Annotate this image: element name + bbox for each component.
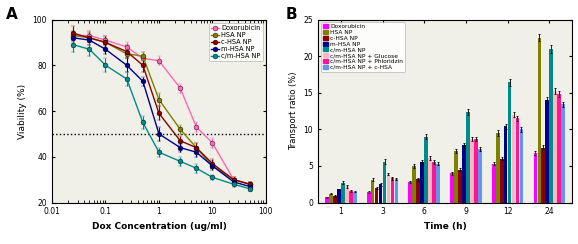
Y-axis label: Viability (%): Viability (%) bbox=[18, 83, 27, 139]
Bar bbox=[387, 174, 390, 203]
Bar bbox=[500, 159, 503, 203]
Bar bbox=[413, 166, 416, 203]
Bar bbox=[436, 164, 440, 203]
Bar bbox=[516, 118, 520, 203]
Bar bbox=[546, 100, 549, 203]
Bar bbox=[379, 184, 383, 203]
Bar bbox=[478, 149, 481, 203]
Bar bbox=[329, 194, 333, 203]
Bar bbox=[353, 192, 357, 203]
Bar bbox=[512, 115, 516, 203]
Bar bbox=[416, 179, 420, 203]
Bar bbox=[520, 129, 523, 203]
Bar bbox=[367, 192, 370, 203]
Text: B: B bbox=[286, 7, 298, 22]
Bar bbox=[542, 148, 545, 203]
Bar bbox=[466, 112, 470, 203]
Bar bbox=[391, 178, 394, 203]
Bar bbox=[395, 179, 398, 203]
Bar bbox=[420, 162, 424, 203]
Bar bbox=[454, 151, 458, 203]
Bar bbox=[492, 164, 495, 203]
Bar bbox=[375, 188, 379, 203]
Bar bbox=[409, 182, 412, 203]
Bar bbox=[458, 170, 462, 203]
Bar bbox=[337, 189, 340, 203]
X-axis label: Dox Concentration (ug/ml): Dox Concentration (ug/ml) bbox=[91, 222, 227, 231]
Bar bbox=[533, 153, 538, 203]
Bar bbox=[496, 133, 499, 203]
Bar bbox=[424, 137, 428, 203]
Bar bbox=[341, 183, 344, 203]
Bar bbox=[345, 186, 349, 203]
Bar bbox=[538, 38, 541, 203]
Bar bbox=[450, 173, 454, 203]
Bar bbox=[550, 49, 553, 203]
Bar bbox=[507, 82, 512, 203]
X-axis label: Time (h): Time (h) bbox=[424, 222, 466, 231]
Legend: Doxorubicin, HSA NP, c-HSA NP, m-HSA NP, c/m-HSA NP, c/m-HSA NP + Glucose, c/m-H: Doxorubicin, HSA NP, c-HSA NP, m-HSA NP,… bbox=[321, 22, 405, 71]
Bar bbox=[333, 196, 337, 203]
Bar bbox=[370, 180, 375, 203]
Y-axis label: Transport ratio (%): Transport ratio (%) bbox=[289, 72, 298, 150]
Bar bbox=[462, 145, 466, 203]
Bar bbox=[557, 94, 561, 203]
Bar bbox=[428, 158, 432, 203]
Text: A: A bbox=[6, 7, 17, 22]
Legend: Doxorubicin, HSA NP, c-HSA NP, m-HSA NP, c/m-HSA NP: Doxorubicin, HSA NP, c-HSA NP, m-HSA NP,… bbox=[209, 23, 262, 61]
Bar bbox=[383, 162, 386, 203]
Bar bbox=[349, 191, 353, 203]
Bar bbox=[561, 104, 565, 203]
Bar bbox=[553, 91, 557, 203]
Bar bbox=[470, 139, 474, 203]
Bar bbox=[504, 126, 507, 203]
Bar bbox=[325, 197, 329, 203]
Bar bbox=[432, 162, 436, 203]
Bar bbox=[474, 139, 477, 203]
